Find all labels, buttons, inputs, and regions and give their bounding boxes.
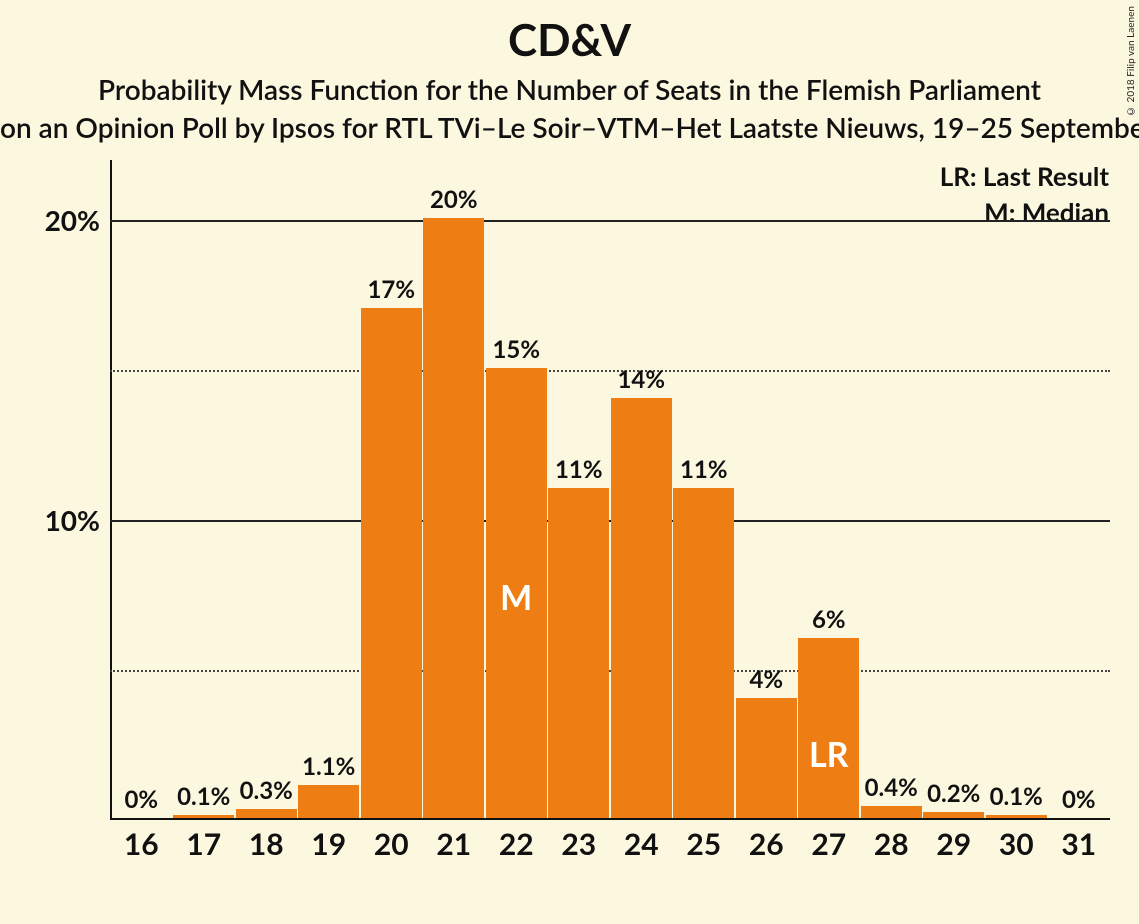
bar-value-label: 4% [749,665,783,694]
x-tick-label: 20 [374,826,409,862]
bar [173,815,234,818]
bar [298,785,359,818]
x-tick-label: 31 [1061,826,1096,862]
chart-subtitle-2: on an Opinion Poll by Ipsos for RTL TVi–… [0,110,1139,144]
bar [861,806,922,818]
bar [423,218,484,818]
x-tick-label: 29 [936,826,971,862]
bar-value-label: 0.1% [990,782,1043,811]
y-tick-label: 20% [0,203,100,237]
x-axis [110,818,1110,820]
bar-value-label: 20% [430,185,478,214]
bar [236,809,297,818]
last-result-marker: LR [809,734,849,775]
y-tick-label: 10% [0,503,100,537]
bar-value-label: 1.1% [302,752,355,781]
x-tick-label: 21 [436,826,471,862]
y-axis [110,160,112,820]
bar-value-label: 0.4% [865,773,918,802]
bar [923,812,984,818]
x-tick-label: 28 [874,826,909,862]
chart-title: CD&V [0,14,1139,66]
bar [736,698,797,818]
bar [611,398,672,818]
bar-value-label: 0.3% [240,776,293,805]
x-tick-label: 24 [624,826,659,862]
x-tick-label: 23 [561,826,596,862]
x-tick-label: 16 [124,826,159,862]
x-tick-label: 25 [686,826,721,862]
bar-value-label: 15% [492,335,540,364]
x-tick-label: 17 [186,826,221,862]
median-marker: M [500,577,532,618]
x-tick-label: 18 [249,826,284,862]
copyright-text: © 2018 Filip van Laenen [1125,6,1137,117]
x-tick-label: 26 [749,826,784,862]
x-tick-label: 19 [311,826,346,862]
bar [673,488,734,818]
bar [798,638,859,818]
bar-value-label: 11% [555,455,603,484]
bar [548,488,609,818]
chart-subtitle-1: Probability Mass Function for the Number… [0,72,1139,106]
x-tick-label: 22 [499,826,534,862]
bar [361,308,422,818]
chart-plot-area: 10%20%0%160.1%170.3%181.1%1917%2020%2115… [110,160,1110,820]
bar-value-label: 14% [617,365,665,394]
bar-value-label: 0.1% [177,782,230,811]
bar-value-label: 0% [124,785,158,814]
bar-value-label: 0% [1062,785,1096,814]
bar-value-label: 11% [680,455,728,484]
bar-value-label: 6% [812,605,846,634]
gridline-major [110,220,1110,222]
bar-value-label: 17% [367,275,415,304]
bar [986,815,1047,818]
gridline-minor [110,370,1110,372]
bar-value-label: 0.2% [927,779,980,808]
x-tick-label: 30 [999,826,1034,862]
x-tick-label: 27 [811,826,846,862]
